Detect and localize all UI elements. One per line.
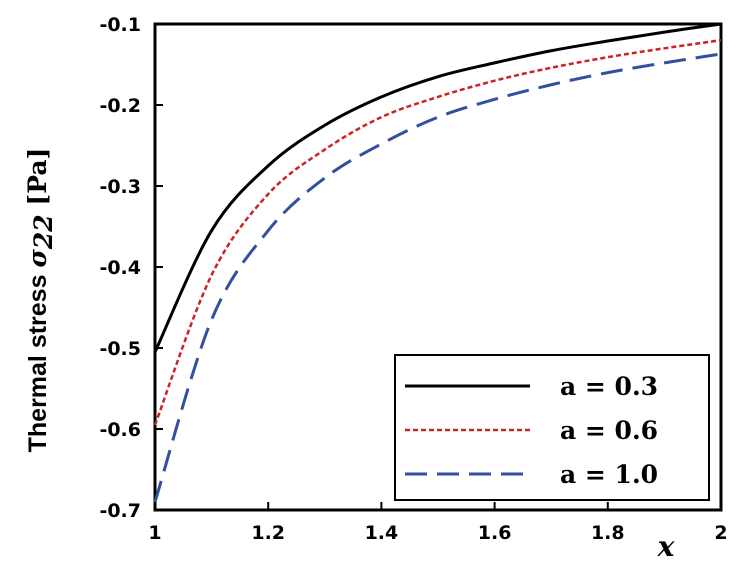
x-axis-title: x	[657, 530, 675, 563]
y-axis-title-text: Thermal stress	[24, 268, 52, 453]
legend-label-1: a = 0.3	[560, 372, 658, 401]
y-tick-label: -0.5	[99, 338, 141, 360]
x-tick-label: 2	[714, 522, 727, 544]
axis-tick-labels: -0.1 -0.2 -0.3 -0.4 -0.5 -0.6 -0.7 1 1.2 1.4 1.6 1.…	[99, 14, 727, 544]
y-tick-label: -0.7	[99, 500, 141, 522]
y-tick-label: -0.2	[99, 95, 141, 117]
x-tick-label: 1.2	[251, 522, 285, 544]
y-tick-label: -0.3	[99, 176, 141, 198]
series-lines	[153, 22, 722, 503]
y-axis-title-unit: [Pa]	[23, 148, 52, 215]
x-tick-label: 1	[148, 522, 161, 544]
y-axis-title-subscript: 22	[29, 214, 58, 250]
y-axis-title-symbol: σ	[23, 249, 52, 268]
x-tick-label: 1.8	[591, 522, 625, 544]
series-line-1	[153, 22, 722, 353]
y-tick-label: -0.1	[99, 14, 141, 36]
x-tick-label: 1.6	[478, 522, 512, 544]
y-tick-label: -0.4	[99, 257, 141, 279]
legend: a = 0.3 a = 0.6 a = 1.0	[405, 372, 658, 489]
series-line-2	[153, 38, 722, 426]
y-axis-title: Thermal stress σ22 [Pa]	[23, 148, 58, 453]
x-tick-label: 1.4	[365, 522, 399, 544]
y-tick-label: -0.6	[99, 419, 141, 441]
legend-label-3: a = 1.0	[560, 460, 658, 489]
legend-label-2: a = 0.6	[560, 416, 658, 445]
legend-box	[394, 354, 710, 501]
series-line-3	[153, 52, 722, 503]
